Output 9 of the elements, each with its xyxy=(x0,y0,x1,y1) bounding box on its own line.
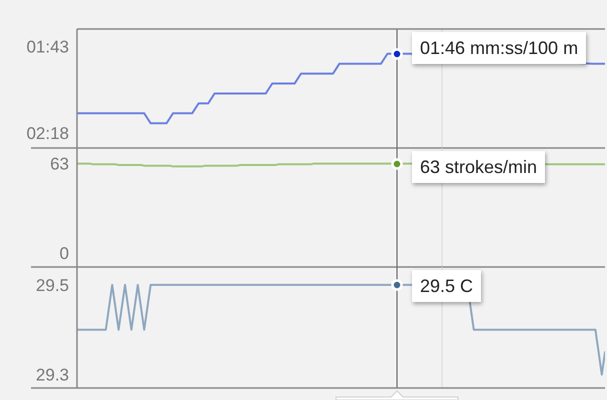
y-tick-label: 02:18 xyxy=(26,124,69,144)
y-tick-label: 0 xyxy=(60,244,69,263)
annotation: 63 strokes/min xyxy=(412,151,546,183)
annotation: 29.5 C xyxy=(412,270,482,302)
y-tick-label: 63 xyxy=(50,154,69,174)
y-tick-label: 29.5 xyxy=(36,276,69,295)
y-tick-label: 29.3 xyxy=(36,366,69,385)
annotation: 01:46 mm:ss/100 m xyxy=(412,32,586,64)
y-tick-label: 01:43 xyxy=(26,37,69,56)
